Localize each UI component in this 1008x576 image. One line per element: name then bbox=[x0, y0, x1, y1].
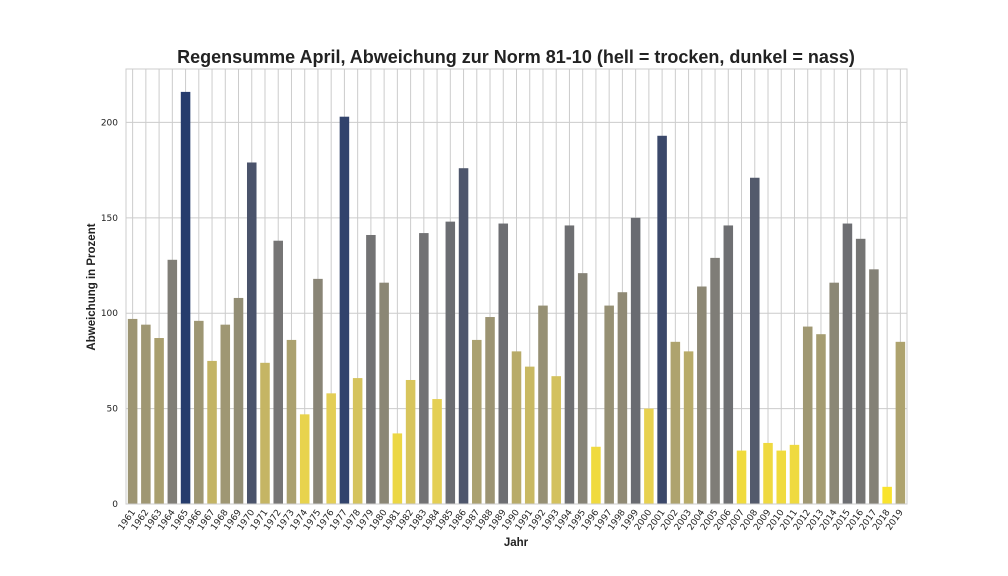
bar-2012 bbox=[802, 326, 813, 504]
bar-2017 bbox=[869, 269, 879, 504]
bar-1980 bbox=[379, 282, 389, 504]
y-tick-label: 0 bbox=[112, 500, 118, 510]
bar-1969 bbox=[233, 297, 244, 504]
bar-1984 bbox=[432, 399, 442, 504]
bar-2009 bbox=[763, 442, 773, 504]
bar-1963 bbox=[154, 338, 164, 504]
bar-2013 bbox=[816, 334, 826, 504]
y-tick-label: 100 bbox=[101, 309, 118, 319]
bar-1973 bbox=[286, 339, 297, 504]
bar-1992 bbox=[538, 305, 548, 504]
bar-1965 bbox=[180, 91, 191, 504]
y-tick-labels: 0 50 100 150 200 bbox=[101, 118, 118, 510]
x-tick-labels: 1961196219631964196519661967196819691970… bbox=[117, 508, 906, 533]
bar-1999 bbox=[630, 217, 641, 504]
bar-1968 bbox=[220, 324, 231, 504]
bar-2003 bbox=[683, 351, 694, 504]
bar-1989 bbox=[498, 223, 509, 504]
bar-2014 bbox=[829, 282, 839, 504]
bar-1991 bbox=[524, 366, 535, 504]
bar-1964 bbox=[167, 259, 178, 504]
y-tick-label: 200 bbox=[101, 118, 118, 128]
bar-1961 bbox=[127, 318, 138, 504]
bar-1998 bbox=[617, 292, 628, 504]
bar-1962 bbox=[141, 324, 151, 504]
bar-2000 bbox=[644, 408, 654, 504]
bar-1977 bbox=[339, 116, 350, 505]
bar-1988 bbox=[485, 317, 495, 504]
y-tick-label: 150 bbox=[101, 214, 118, 224]
bar-1975 bbox=[313, 278, 323, 504]
bar-1972 bbox=[273, 240, 283, 505]
bar-1971 bbox=[260, 362, 270, 504]
plot-frame bbox=[125, 68, 908, 505]
bar-2002 bbox=[670, 341, 681, 504]
bar-1982 bbox=[405, 379, 416, 504]
bar-2015 bbox=[842, 223, 853, 504]
bar-1994 bbox=[564, 225, 575, 504]
bar-1979 bbox=[366, 234, 376, 504]
bar-2004 bbox=[697, 286, 707, 504]
bar-1986 bbox=[458, 168, 469, 505]
bar-2007 bbox=[736, 450, 747, 504]
bar-2010 bbox=[776, 450, 787, 504]
bar-1976 bbox=[326, 393, 336, 504]
bar-1993 bbox=[551, 376, 561, 504]
bar-2016 bbox=[855, 238, 866, 505]
bar-2008 bbox=[750, 177, 760, 504]
bars-layer bbox=[127, 91, 906, 505]
bar-2001 bbox=[657, 135, 667, 505]
bar-1985 bbox=[445, 221, 456, 504]
y-tick-label: 50 bbox=[107, 405, 119, 415]
bar-1997 bbox=[604, 305, 614, 504]
bar-2005 bbox=[710, 257, 720, 504]
bar-1990 bbox=[511, 351, 522, 504]
bar-2018 bbox=[882, 486, 892, 504]
x-axis-label: Jahr bbox=[504, 537, 529, 549]
bar-1974 bbox=[299, 414, 310, 504]
bar-1967 bbox=[207, 360, 217, 504]
chart-title: Regensumme April, Abweichung zur Norm 81… bbox=[177, 47, 855, 67]
bar-2006 bbox=[723, 225, 734, 504]
bar-1987 bbox=[472, 339, 482, 504]
bar-2011 bbox=[789, 444, 800, 504]
bar-1978 bbox=[352, 378, 363, 504]
bar-1983 bbox=[419, 233, 429, 504]
bar-1981 bbox=[392, 433, 403, 504]
bar-1996 bbox=[591, 446, 601, 504]
bar-2019 bbox=[895, 341, 906, 504]
bar-1995 bbox=[577, 273, 588, 504]
y-axis-label: Abweichung in Prozent bbox=[86, 223, 98, 350]
bar-1970 bbox=[246, 162, 257, 504]
bar-1966 bbox=[194, 320, 204, 504]
